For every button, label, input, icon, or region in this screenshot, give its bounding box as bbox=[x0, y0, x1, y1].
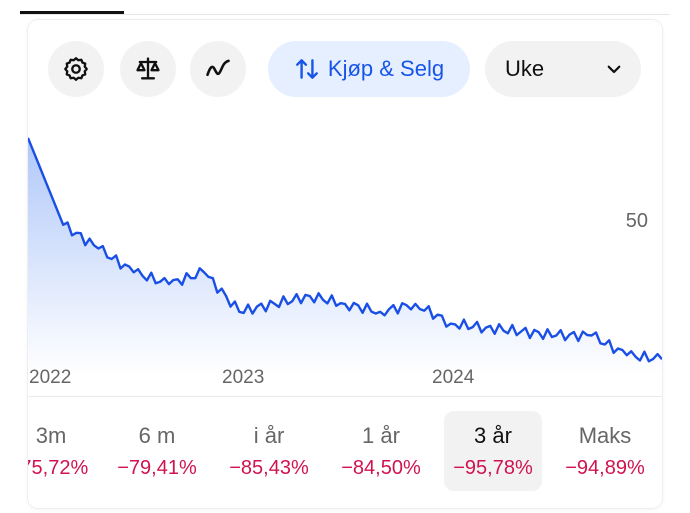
chevron-down-icon bbox=[607, 65, 621, 74]
x-axis-label: 2024 bbox=[432, 367, 475, 388]
price-line bbox=[28, 137, 662, 363]
range-change: -75,72% bbox=[28, 457, 89, 479]
period-value: Uke bbox=[505, 56, 545, 81]
top-tab-indicator bbox=[20, 11, 124, 14]
range-change: −79,41% bbox=[117, 457, 197, 479]
x-axis-label: 2022 bbox=[29, 367, 72, 388]
range-change: −95,78% bbox=[453, 457, 533, 479]
price-chart[interactable]: 50 2022 2023 2024 bbox=[28, 120, 662, 410]
range-tab-1y[interactable]: 1 år −84,50% bbox=[332, 411, 430, 491]
period-dropdown[interactable]: Uke bbox=[485, 41, 641, 97]
top-divider bbox=[20, 14, 670, 15]
range-tab-3y[interactable]: 3 år −95,78% bbox=[444, 411, 542, 491]
range-tab-3m[interactable]: 3m -75,72% bbox=[28, 411, 100, 491]
range-change: −85,43% bbox=[229, 457, 309, 479]
arrows-up-down-icon bbox=[295, 59, 318, 79]
range-tab-ytd[interactable]: i år −85,43% bbox=[220, 411, 318, 491]
range-label: 1 år bbox=[362, 423, 400, 448]
price-chart-svg bbox=[28, 137, 662, 375]
range-tab-6m[interactable]: 6 m −79,41% bbox=[108, 411, 206, 491]
y-axis-label: 50 bbox=[625, 210, 648, 232]
chart-card: Kjøp & Selg Uke 50 2022 2023 2024 bbox=[28, 20, 662, 508]
indicator-button[interactable] bbox=[190, 41, 246, 97]
chart-toolbar: Kjøp & Selg Uke bbox=[28, 20, 662, 120]
range-divider bbox=[28, 396, 662, 397]
gear-icon bbox=[64, 57, 88, 81]
x-axis-label: 2023 bbox=[222, 367, 265, 388]
buy-sell-button[interactable]: Kjøp & Selg bbox=[268, 41, 470, 97]
range-tab-max[interactable]: Maks −94,89% bbox=[556, 411, 654, 491]
range-label: 3m bbox=[35, 423, 67, 448]
time-range-selector: 3m -75,72% 6 m −79,41% i år −85,43% 1 år… bbox=[28, 408, 662, 494]
range-change: −84,50% bbox=[341, 457, 421, 479]
settings-button[interactable] bbox=[48, 41, 104, 97]
range-label: 6 m bbox=[138, 423, 176, 448]
range-change: −94,89% bbox=[565, 457, 645, 479]
range-label: i år bbox=[253, 423, 285, 448]
compare-button[interactable] bbox=[120, 41, 176, 97]
range-label: 3 år bbox=[474, 423, 512, 448]
price-area-fill bbox=[28, 137, 662, 375]
range-label: Maks bbox=[578, 423, 632, 448]
wave-icon bbox=[206, 59, 230, 77]
buy-sell-label: Kjøp & Selg bbox=[327, 56, 445, 81]
scale-icon bbox=[136, 57, 160, 80]
